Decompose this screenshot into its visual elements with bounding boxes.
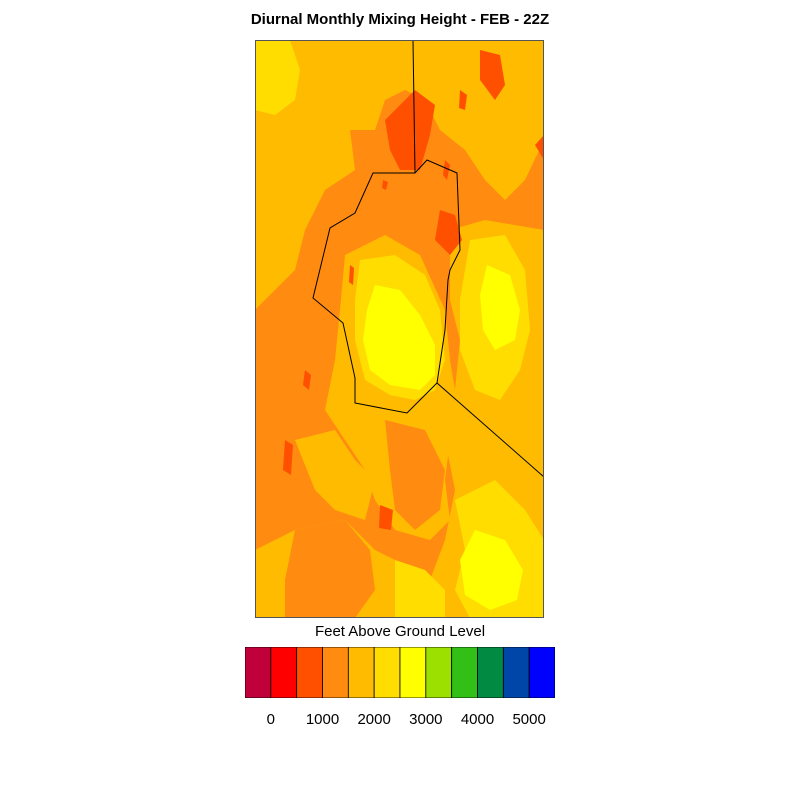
map-frame [255, 40, 544, 618]
red-orange-north-2 [480, 50, 505, 100]
orange-pocket-sw [285, 520, 375, 618]
light-orange-west [295, 430, 375, 520]
colorbar-tick-label: 1000 [305, 711, 340, 728]
state-boundary-north [412, 40, 416, 174]
red-orange-east-edge [535, 135, 544, 160]
colorbar-swatch [528, 647, 555, 698]
red-orange-center-1 [435, 210, 462, 255]
colorbar-swatch [347, 647, 375, 698]
colorbar-swatch [322, 647, 349, 698]
colorbar-swatch [245, 647, 272, 698]
boundary-lines [312, 40, 544, 478]
orange-pocket-west [255, 290, 315, 480]
red-orange-west-1 [283, 440, 293, 475]
colorbar-swatch [477, 647, 504, 698]
page-title: Diurnal Monthly Mixing Height - FEB - 22… [250, 11, 550, 28]
red-orange-south [379, 505, 393, 530]
red-orange-north-3 [459, 90, 467, 110]
yellow-south [460, 530, 523, 610]
colorbar-title: Feet Above Ground Level [314, 623, 486, 640]
colorbar-swatch [296, 647, 323, 698]
red-orange-nw-dot [382, 180, 388, 190]
colorbar-tick-label: 5000 [512, 711, 546, 728]
red-orange-north-1 [385, 90, 435, 170]
colorbar-swatch [270, 647, 298, 698]
colorbar [245, 647, 555, 698]
red-orange-center-2 [443, 160, 450, 180]
red-orange-west-2 [303, 370, 311, 390]
gold-south [395, 560, 445, 618]
state-boundary-southeast [436, 382, 544, 478]
red-orange-spots [283, 50, 544, 530]
colorbar-tick-label: 2000 [357, 711, 391, 728]
colorbar-tick-label: 4000 [460, 711, 495, 728]
yellow-regions [363, 265, 523, 610]
colorbar-swatch [425, 647, 453, 698]
colorbar-tick-label: 0 [266, 711, 275, 728]
light-orange-north [255, 40, 544, 310]
colorbar-swatch [502, 647, 530, 698]
colorbar-tick-label: 3000 [409, 711, 443, 728]
gold-northwest [255, 40, 300, 115]
yellow-center [363, 285, 435, 390]
yellow-east [480, 265, 520, 350]
colorbar-swatch [373, 647, 401, 698]
orange-pocket-center [385, 420, 445, 530]
red-orange-center-3 [349, 265, 354, 285]
colorbar-swatch [399, 647, 427, 698]
contour-map [255, 40, 544, 618]
colorbar-swatch [451, 647, 478, 698]
